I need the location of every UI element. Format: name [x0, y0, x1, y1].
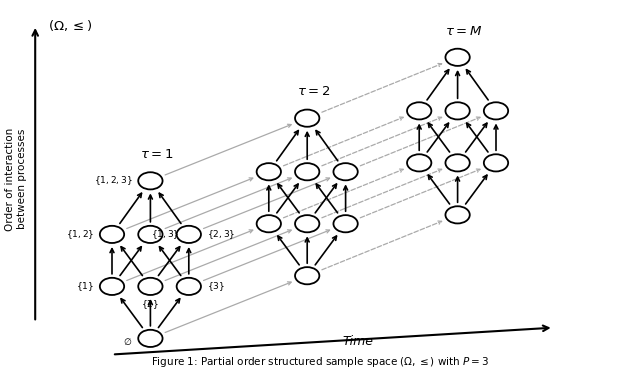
Ellipse shape	[407, 154, 431, 172]
Ellipse shape	[138, 226, 163, 243]
Text: $\{2,3\}$: $\{2,3\}$	[207, 228, 235, 241]
Ellipse shape	[445, 154, 470, 172]
Ellipse shape	[407, 102, 431, 119]
Ellipse shape	[295, 163, 319, 180]
Text: $\emptyset$: $\emptyset$	[124, 336, 132, 348]
Ellipse shape	[295, 267, 319, 284]
Text: $\{1,3\}$: $\{1,3\}$	[151, 228, 179, 241]
Ellipse shape	[100, 278, 124, 295]
Text: Time: Time	[343, 335, 374, 348]
Ellipse shape	[177, 226, 201, 243]
Ellipse shape	[295, 110, 319, 127]
Text: $\{1\}$: $\{1\}$	[76, 280, 94, 293]
Ellipse shape	[333, 163, 358, 180]
Text: Figure 1: Partial order structured sample space $(\Omega, \leq)$ with $P = 3$: Figure 1: Partial order structured sampl…	[151, 355, 489, 369]
Ellipse shape	[257, 215, 281, 232]
Ellipse shape	[138, 172, 163, 189]
Text: $\tau = M$: $\tau = M$	[445, 25, 483, 38]
Ellipse shape	[177, 278, 201, 295]
Ellipse shape	[445, 102, 470, 119]
Ellipse shape	[484, 102, 508, 119]
Text: $\tau = 2$: $\tau = 2$	[297, 85, 330, 98]
Ellipse shape	[257, 163, 281, 180]
Ellipse shape	[295, 215, 319, 232]
Ellipse shape	[100, 226, 124, 243]
Ellipse shape	[445, 49, 470, 66]
Ellipse shape	[445, 206, 470, 223]
Text: $\{1,2\}$: $\{1,2\}$	[66, 228, 94, 241]
Ellipse shape	[138, 330, 163, 347]
Text: $(\Omega, \leq)$: $(\Omega, \leq)$	[48, 18, 92, 32]
Ellipse shape	[484, 154, 508, 172]
Text: $\tau = 1$: $\tau = 1$	[140, 148, 173, 161]
Ellipse shape	[138, 278, 163, 295]
Text: $\{1,2,3\}$: $\{1,2,3\}$	[93, 175, 132, 187]
Text: Order of interaction
between processes: Order of interaction between processes	[5, 128, 27, 231]
Ellipse shape	[333, 215, 358, 232]
Text: $\{3\}$: $\{3\}$	[207, 280, 225, 293]
Text: $\{2\}$: $\{2\}$	[141, 298, 159, 311]
